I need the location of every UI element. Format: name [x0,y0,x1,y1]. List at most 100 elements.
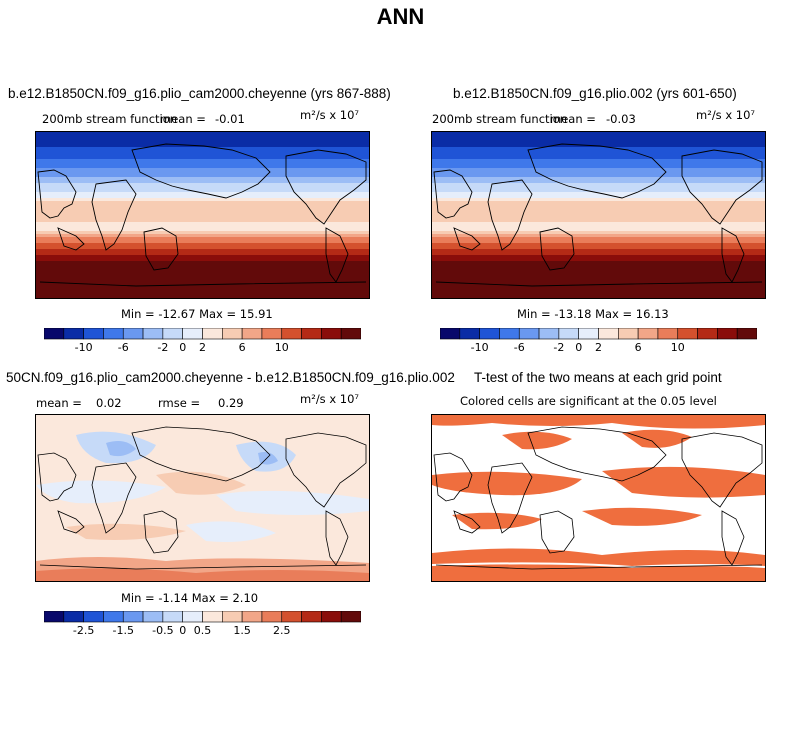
colorbar-tick-label: 0 [575,341,583,354]
colorbar-tick-label: 6 [634,341,642,354]
colorbar-swatch [202,610,223,623]
coastline-path [721,510,745,566]
field-band [36,258,369,262]
colorbar-swatch [717,327,738,340]
field-band [432,231,765,235]
field-band [432,171,765,175]
panel-1-map [35,131,370,299]
colorbar-svg [439,327,758,340]
colorbar-swatch [43,610,65,623]
field-band [36,222,369,226]
colorbar-tick-label: -6 [117,341,129,354]
colorbar-swatch [479,327,500,340]
field-band [432,219,765,223]
coastline-path [453,227,481,251]
field-band [36,279,369,283]
panel-3-colorbar: -2.5 -1.5 -0.5 0 0.5 1.5 2.5 [43,610,362,637]
panel-1-field-label: 200mb stream function [42,112,178,126]
colorbar-tick-label: -2 [553,341,565,354]
colorbar-swatch [301,327,322,340]
colorbar-swatch [43,327,65,340]
coastline-path [285,432,367,508]
coastline-path [527,426,667,482]
field-band [36,174,369,178]
panel-3-rmse-label: rmse = [158,396,201,410]
colorbar-tick-label: -10 [470,341,489,354]
field-band [36,150,369,154]
field-band [36,141,369,145]
field-band [432,240,765,244]
coastline-path [143,510,179,554]
field-band [432,282,765,286]
colorbar-swatch [83,327,104,340]
field-band [432,180,765,184]
panel-3-minmax: Min = -1.14 Max = 2.10 [121,591,259,605]
field-band [36,135,369,139]
field-band [36,252,369,256]
coastline-path [57,227,85,251]
field-band [36,231,369,235]
panel-4-subtitle: Colored cells are significant at the 0.0… [460,394,717,408]
colorbar-swatch [122,327,144,340]
field-band [432,135,765,139]
field-band [36,183,369,187]
colorbar-tick-label: 0.5 [193,624,212,637]
colorbar-swatch [261,610,283,623]
field-band [432,291,765,295]
panel-2-units: m²/s x 10⁷ [696,108,756,122]
colorbar-tick-label: 2.5 [273,624,291,637]
field-band [36,186,369,190]
coastline-path [681,432,763,508]
field-band [36,204,369,208]
field-band [432,201,765,205]
colorbar-swatch [340,610,362,623]
panel-2-field-svg [432,132,765,298]
coastline-path [433,169,473,219]
field-band [432,285,765,289]
field-band [36,243,369,247]
colorbar-swatch [459,327,480,340]
panel-1-units: m²/s x 10⁷ [300,108,360,122]
colorbar-tick-label: -2.5 [72,624,95,637]
coastline-path [131,143,271,199]
field-band [432,264,765,268]
colorbar-swatch [321,610,342,623]
diff-patch [156,471,246,495]
field-band [432,234,765,238]
field-band [432,162,765,166]
colorbar-tick-label: -0.5 [152,624,174,637]
colorbar-tick-label: -1.5 [112,624,134,637]
panel-3-units: m²/s x 10⁷ [300,392,360,406]
coastlines [433,426,763,570]
field-band [432,198,765,202]
colorbar-swatch [301,610,322,623]
panel-2-mean-label: mean = [550,112,596,126]
colorbar-swatch [142,327,164,340]
colorbar-swatch [83,610,104,623]
field-band [36,192,369,196]
colorbar-swatch [677,327,698,340]
colorbar-swatch [162,327,183,340]
field-band [36,216,369,220]
field-band [432,138,765,142]
field-band [432,243,765,247]
panel-4-title: T-test of the two means at each grid poi… [474,370,722,385]
field-band [432,288,765,292]
field-band [36,147,369,151]
colorbar-swatch [222,327,243,340]
field-band [36,201,369,205]
field-band [36,261,369,265]
field-band [432,192,765,196]
colorbar-swatch [578,327,599,340]
field-band [432,222,765,226]
panel-1-minmax: Min = -12.67 Max = 15.91 [121,307,273,321]
diff-patch [36,568,369,581]
field-band [36,240,369,244]
field-band [36,249,369,253]
field-band [432,255,765,259]
field-band [36,276,369,280]
coastline-path [91,179,137,251]
field-band [36,285,369,289]
field-band [36,171,369,175]
field-band [36,246,369,250]
